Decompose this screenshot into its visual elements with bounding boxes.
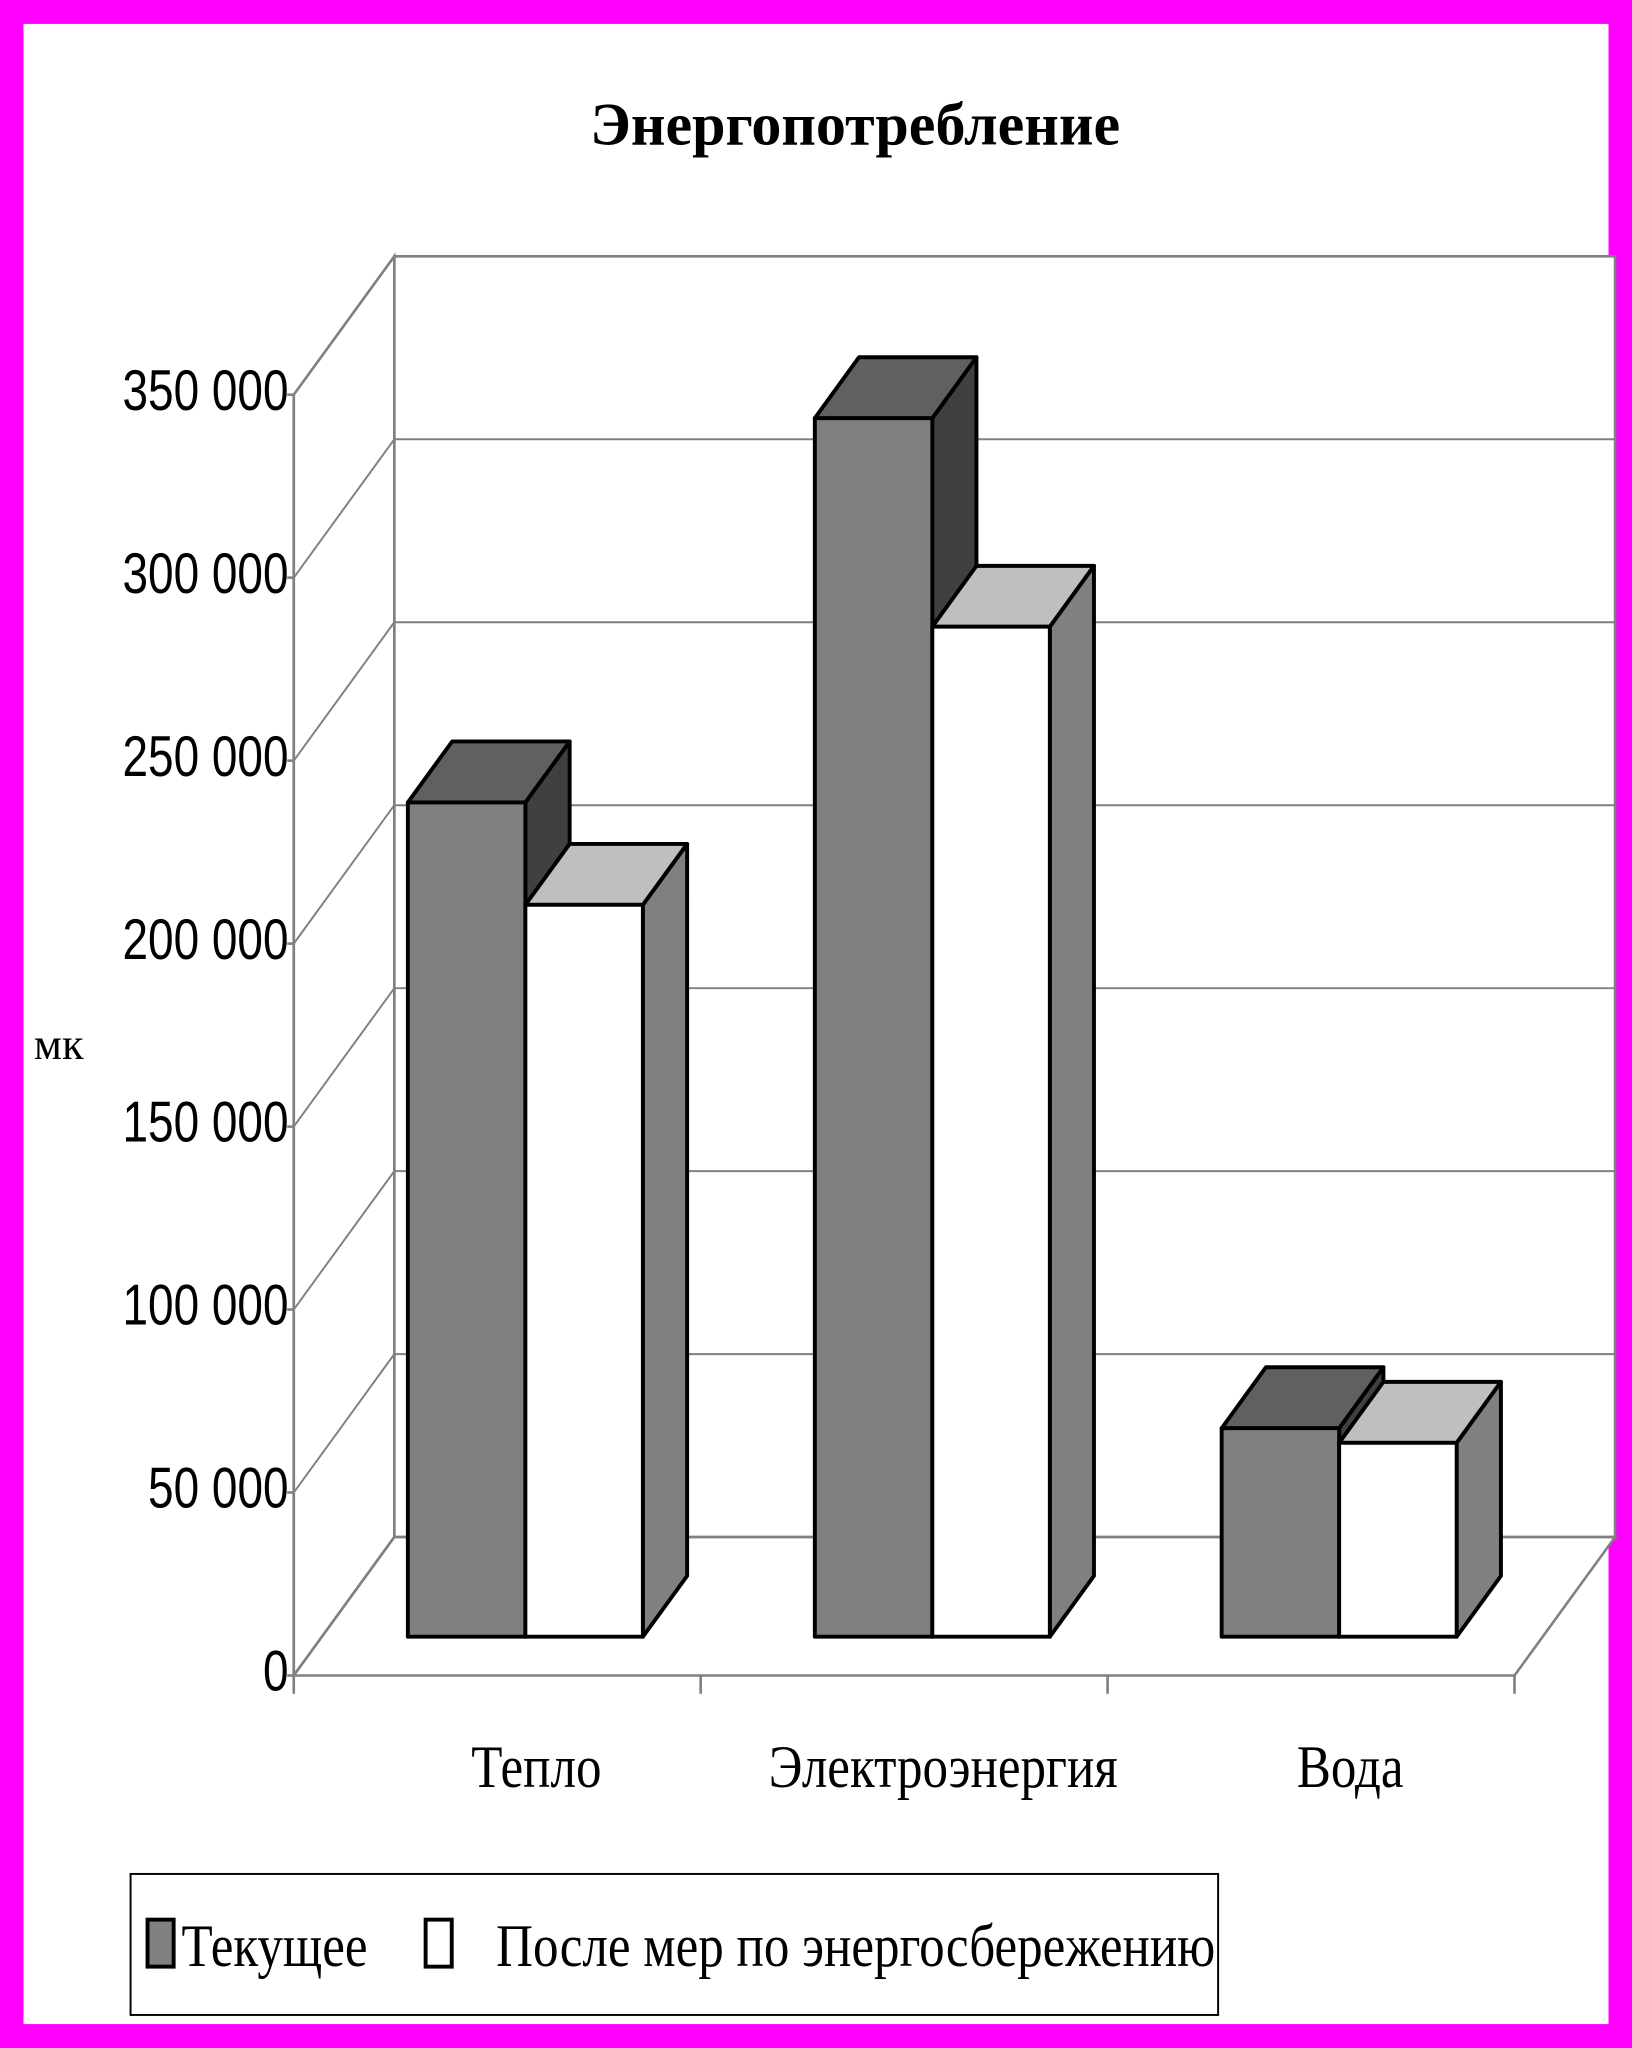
y-tick-label: 50 000 (148, 1457, 289, 1521)
legend (129, 1872, 1220, 2016)
grid-line (292, 1353, 396, 1494)
bar (405, 800, 528, 1639)
y-tick-label: 300 000 (122, 542, 288, 606)
bar-side (640, 841, 690, 1639)
bar (1337, 1440, 1459, 1639)
grid-line (292, 255, 396, 396)
left-wall (292, 252, 396, 1680)
grid-line (292, 1536, 396, 1677)
x-tick-label: Вода (1297, 1734, 1404, 1801)
legend-label: После мер по энергосбережению (496, 1913, 1215, 1980)
y-tick-label: 200 000 (122, 908, 288, 972)
bar (812, 416, 935, 1639)
y-tick-label: 250 000 (122, 725, 288, 789)
grid-line (292, 621, 396, 762)
grid-line (292, 987, 396, 1128)
y-axis-label: мк (34, 1019, 84, 1069)
bar-side (1047, 563, 1096, 1639)
bar (930, 624, 1052, 1639)
y-tick-label: 0 (263, 1640, 289, 1704)
x-tick-label: Электроэнергия (769, 1734, 1118, 1801)
chart-title: Энергопотребление (590, 91, 1120, 158)
x-tick-label: Тепло (471, 1734, 601, 1801)
legend-swatch (423, 1917, 454, 1969)
y-tick-label: 350 000 (122, 359, 288, 423)
grid-line (292, 1170, 396, 1311)
bar (1219, 1426, 1342, 1639)
grid-line (292, 804, 396, 945)
y-tick-label: 100 000 (122, 1274, 288, 1338)
bar (523, 902, 645, 1639)
legend-label: Текущее (181, 1913, 367, 1980)
y-tick-label: 150 000 (122, 1091, 288, 1155)
legend-swatch (145, 1917, 176, 1969)
grid-line (292, 438, 396, 579)
